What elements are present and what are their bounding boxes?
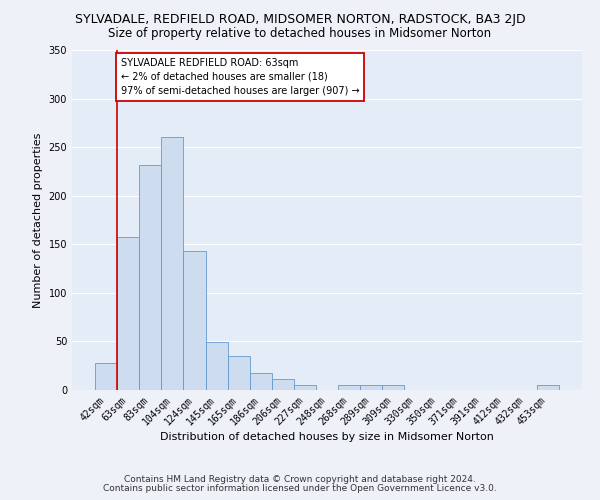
Bar [227,356,250,390]
Bar [338,385,360,390]
Bar [206,342,227,390]
Bar [537,385,559,390]
Bar [250,372,272,390]
X-axis label: Distribution of detached houses by size in Midsomer Norton: Distribution of detached houses by size … [160,432,494,442]
Text: SYLVADALE, REDFIELD ROAD, MIDSOMER NORTON, RADSTOCK, BA3 2JD: SYLVADALE, REDFIELD ROAD, MIDSOMER NORTO… [74,12,526,26]
Bar [294,385,316,390]
Text: Size of property relative to detached houses in Midsomer Norton: Size of property relative to detached ho… [109,28,491,40]
Bar [184,251,206,390]
Text: Contains public sector information licensed under the Open Government Licence v3: Contains public sector information licen… [103,484,497,493]
Bar [117,238,139,390]
Bar [161,138,184,390]
Bar [139,164,161,390]
Text: Contains HM Land Registry data © Crown copyright and database right 2024.: Contains HM Land Registry data © Crown c… [124,475,476,484]
Bar [95,363,117,390]
Bar [382,385,404,390]
Y-axis label: Number of detached properties: Number of detached properties [33,132,43,308]
Bar [360,385,382,390]
Text: SYLVADALE REDFIELD ROAD: 63sqm
← 2% of detached houses are smaller (18)
97% of s: SYLVADALE REDFIELD ROAD: 63sqm ← 2% of d… [121,58,359,96]
Bar [272,380,294,390]
